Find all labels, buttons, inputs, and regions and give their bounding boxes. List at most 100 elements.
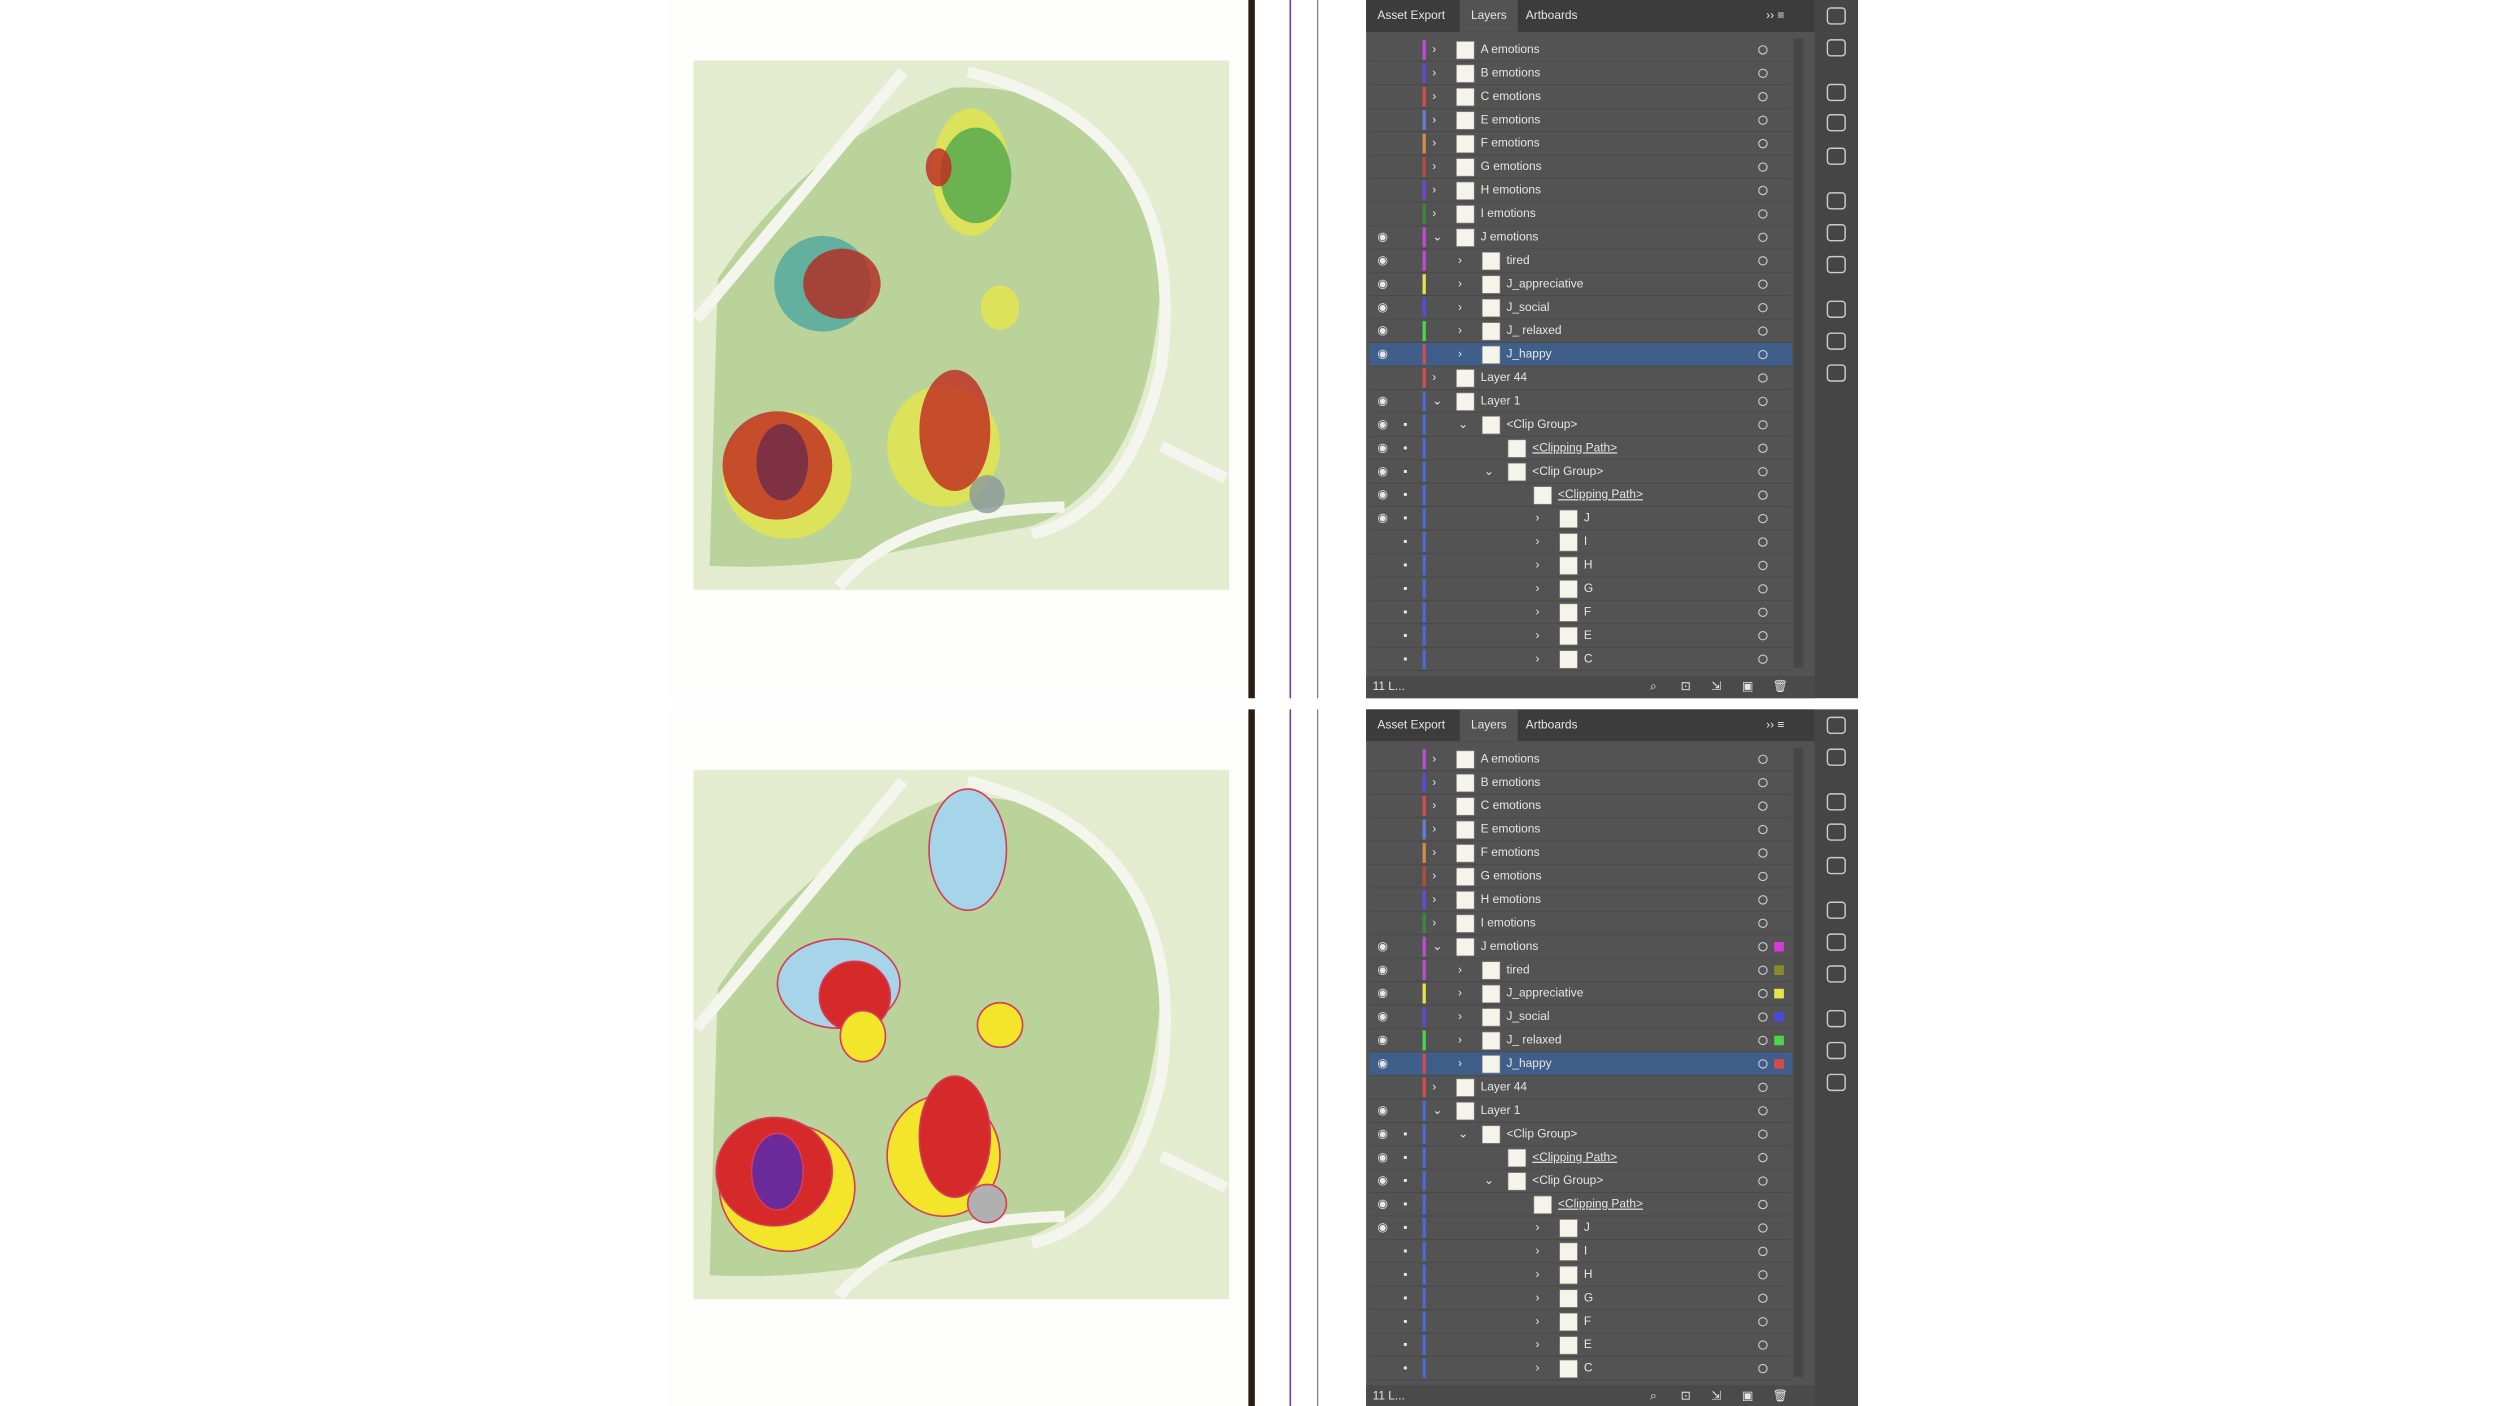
expand-toggle[interactable]: › <box>1432 892 1436 906</box>
visibility-eye[interactable]: ◉ <box>1377 1009 1387 1023</box>
target-icon[interactable] <box>1758 607 1768 617</box>
expand-toggle[interactable]: › <box>1432 869 1436 883</box>
layer-name[interactable]: Layer 1 <box>1481 394 1521 408</box>
target-icon[interactable] <box>1758 1129 1768 1139</box>
layer-name[interactable]: I <box>1584 1244 1587 1258</box>
footer-button[interactable]: ⇲ <box>1711 679 1721 693</box>
layer-name[interactable]: F <box>1584 604 1591 618</box>
layer-name[interactable]: E emotions <box>1481 112 1541 126</box>
target-icon[interactable] <box>1758 1270 1768 1280</box>
layer-row[interactable] <box>1369 1192 1792 1216</box>
layer-name[interactable]: Layer 1 <box>1481 1103 1521 1117</box>
expand-toggle[interactable]: › <box>1458 962 1462 976</box>
target-icon[interactable] <box>1758 326 1768 336</box>
expand-toggle[interactable]: › <box>1535 1220 1539 1234</box>
visibility-eye[interactable]: ◉ <box>1377 230 1387 244</box>
tool-icon[interactable] <box>1826 192 1846 210</box>
target-icon[interactable] <box>1758 513 1768 524</box>
expand-toggle[interactable]: › <box>1432 751 1436 765</box>
expand-toggle[interactable]: › <box>1458 300 1462 314</box>
panel-tab[interactable]: Artboards <box>1526 718 1578 732</box>
layer-name[interactable]: H <box>1584 1267 1593 1281</box>
layer-row[interactable] <box>1369 1005 1792 1029</box>
layer-row[interactable] <box>1369 178 1792 202</box>
layer-name[interactable]: E <box>1584 628 1592 642</box>
target-icon[interactable] <box>1758 279 1768 289</box>
expand-toggle[interactable]: › <box>1535 1267 1539 1281</box>
target-icon[interactable] <box>1758 1246 1768 1257</box>
layer-name[interactable]: J_social <box>1506 1009 1549 1023</box>
expand-toggle[interactable]: › <box>1535 1244 1539 1258</box>
layer-name[interactable]: J emotions <box>1481 939 1539 953</box>
target-icon[interactable] <box>1758 942 1768 952</box>
layer-row[interactable] <box>1369 1286 1792 1310</box>
layer-name[interactable]: C emotions <box>1481 89 1541 103</box>
layer-row[interactable] <box>1369 38 1792 62</box>
expand-toggle[interactable]: › <box>1458 1033 1462 1047</box>
target-icon[interactable] <box>1758 1176 1768 1186</box>
layer-row[interactable] <box>1369 155 1792 179</box>
layer-row[interactable] <box>1369 981 1792 1005</box>
panel-tab[interactable]: Asset Export <box>1377 8 1445 22</box>
expand-toggle[interactable]: › <box>1432 89 1436 103</box>
layer-row[interactable] <box>1369 1356 1792 1380</box>
expand-toggle[interactable]: › <box>1535 1361 1539 1375</box>
target-icon[interactable] <box>1758 918 1768 929</box>
tool-icon[interactable] <box>1826 856 1846 875</box>
target-icon[interactable] <box>1758 115 1768 125</box>
expand-toggle[interactable]: › <box>1432 775 1436 789</box>
expand-toggle[interactable]: › <box>1458 1009 1462 1023</box>
tool-icon[interactable] <box>1826 224 1846 242</box>
footer-button[interactable]: ⊡ <box>1681 1389 1691 1403</box>
expand-toggle[interactable]: › <box>1535 1290 1539 1304</box>
expand-toggle[interactable]: › <box>1432 206 1436 220</box>
expand-toggle[interactable]: › <box>1535 1337 1539 1351</box>
tool-icon[interactable] <box>1826 823 1846 841</box>
layer-name[interactable]: G emotions <box>1481 869 1542 883</box>
target-icon[interactable] <box>1758 1012 1768 1022</box>
target-icon[interactable] <box>1758 801 1768 811</box>
target-icon[interactable] <box>1758 631 1768 641</box>
target-icon[interactable] <box>1758 778 1768 788</box>
layer-row[interactable] <box>1369 647 1792 671</box>
layer-row[interactable] <box>1369 506 1792 530</box>
expand-toggle[interactable]: › <box>1458 347 1462 361</box>
target-icon[interactable] <box>1758 1293 1768 1303</box>
target-icon[interactable] <box>1758 185 1768 196</box>
layer-row[interactable] <box>1369 85 1792 108</box>
expand-toggle[interactable]: › <box>1432 822 1436 836</box>
target-icon[interactable] <box>1758 824 1768 835</box>
layer-name[interactable]: tired <box>1506 253 1529 267</box>
tool-icon[interactable] <box>1826 83 1846 102</box>
layer-name[interactable]: I emotions <box>1481 206 1536 220</box>
layer-row[interactable] <box>1369 202 1792 226</box>
layer-row[interactable] <box>1369 225 1792 249</box>
footer-button[interactable]: ▣ <box>1742 679 1753 693</box>
layer-row[interactable] <box>1369 319 1792 343</box>
layer-name[interactable]: tired <box>1506 962 1529 976</box>
visibility-eye[interactable]: ◉ <box>1377 511 1387 525</box>
layer-name[interactable]: <Clip Group> <box>1506 417 1577 431</box>
footer-button[interactable]: ▣ <box>1742 1389 1753 1403</box>
layer-row[interactable] <box>1369 911 1792 935</box>
target-icon[interactable] <box>1758 349 1768 360</box>
target-icon[interactable] <box>1758 138 1768 149</box>
layer-name[interactable]: A emotions <box>1481 42 1540 56</box>
target-icon[interactable] <box>1758 45 1768 55</box>
expand-toggle[interactable]: › <box>1535 651 1539 665</box>
target-icon[interactable] <box>1758 1199 1768 1210</box>
target-icon[interactable] <box>1758 654 1768 664</box>
tool-icon[interactable] <box>1826 933 1846 951</box>
expand-toggle[interactable]: ⌄ <box>1432 939 1442 953</box>
target-icon[interactable] <box>1758 68 1768 79</box>
footer-button[interactable]: ⊡ <box>1681 679 1691 693</box>
expand-toggle[interactable]: › <box>1535 581 1539 595</box>
tool-icon[interactable] <box>1826 716 1846 735</box>
expand-toggle[interactable]: › <box>1535 604 1539 618</box>
target-icon[interactable] <box>1758 754 1768 764</box>
expand-toggle[interactable]: › <box>1458 986 1462 1000</box>
target-icon[interactable] <box>1758 988 1768 999</box>
target-icon[interactable] <box>1758 1059 1768 1069</box>
layer-name[interactable]: G emotions <box>1481 159 1542 173</box>
visibility-eye[interactable]: ◉ <box>1377 1103 1387 1117</box>
